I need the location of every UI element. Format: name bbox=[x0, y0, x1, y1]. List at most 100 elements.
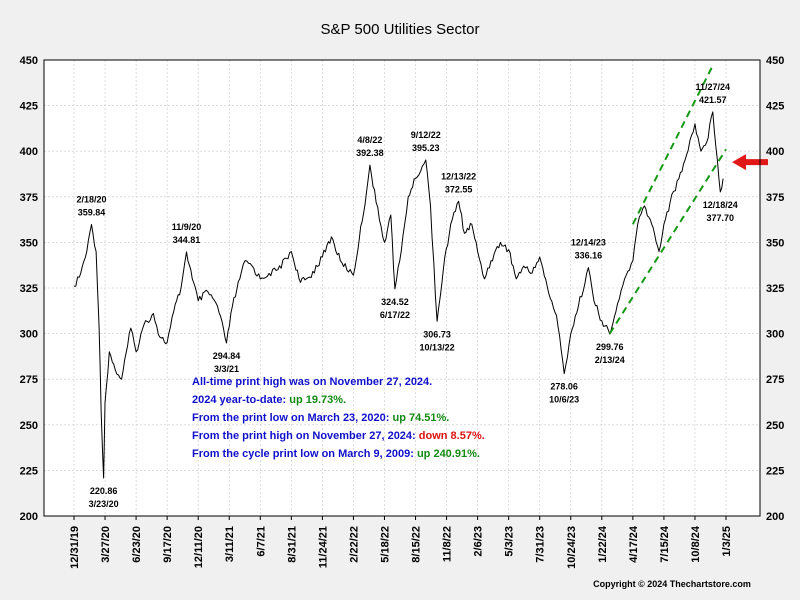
y-tick-label-right: 450 bbox=[766, 55, 784, 67]
y-tick-label-right: 375 bbox=[766, 192, 784, 204]
annotation-label: 12/18/24 bbox=[703, 200, 738, 210]
y-tick-label: 375 bbox=[20, 192, 38, 204]
x-tick-label: 7/31/23 bbox=[535, 526, 547, 563]
y-tick-label-right: 250 bbox=[766, 420, 784, 432]
y-tick-label-right: 300 bbox=[766, 329, 784, 341]
x-tick-label: 11/8/22 bbox=[442, 526, 454, 562]
annotation-label: 220.86 bbox=[90, 486, 118, 496]
y-tick-label-right: 275 bbox=[766, 374, 784, 386]
annotation-label: 294.84 bbox=[213, 351, 241, 361]
annotation-value: 6/17/22 bbox=[380, 310, 410, 320]
channel-line bbox=[608, 148, 727, 335]
chart-title: S&P 500 Utilities Sector bbox=[321, 21, 480, 38]
annotation-label: 4/8/22 bbox=[357, 135, 382, 145]
x-tick-label: 4/17/24 bbox=[628, 525, 640, 563]
annotation-label: 324.52 bbox=[381, 297, 409, 307]
annotation-value: 392.38 bbox=[356, 148, 384, 158]
notes-block: All-time print high was on November 27, … bbox=[192, 376, 485, 460]
annotation-label: 11/27/24 bbox=[696, 82, 731, 92]
annotation-label: 12/14/23 bbox=[571, 238, 606, 248]
note-line: 2024 year-to-date: up 19.73%. bbox=[192, 394, 346, 406]
note-line: From the cycle print low on March 9, 200… bbox=[192, 448, 480, 460]
x-tick-label: 5/18/22 bbox=[379, 526, 391, 563]
note-part: From the print low on March 23, 2020: bbox=[192, 412, 392, 424]
annotation-value: 10/13/22 bbox=[420, 342, 455, 352]
x-tick-label: 8/15/22 bbox=[411, 526, 423, 563]
y-tick-label: 350 bbox=[20, 237, 38, 249]
y-tick-label-right: 200 bbox=[766, 511, 784, 523]
y-tick-label-right: 425 bbox=[766, 101, 784, 113]
y-tick-label-right: 400 bbox=[766, 146, 784, 158]
copyright-text: Copyright © 2024 Thechartstore.com bbox=[593, 579, 751, 589]
note-part: 2024 year-to-date: bbox=[192, 394, 289, 406]
annotation-value: 421.57 bbox=[699, 95, 727, 105]
x-tick-label: 2/6/23 bbox=[473, 526, 485, 557]
y-tick-label: 200 bbox=[20, 511, 38, 523]
y-tick-label-right: 225 bbox=[766, 465, 784, 477]
annotations: 2/18/20 359.84 220.86 3/23/20 11/9/20 344.81 2… bbox=[76, 82, 737, 509]
price-series bbox=[73, 111, 724, 479]
x-tick-label: 8/31/21 bbox=[286, 526, 298, 563]
x-tick-label: 5/3/23 bbox=[504, 526, 516, 557]
annotation-value: 336.16 bbox=[575, 251, 603, 261]
x-tick-label: 7/15/24 bbox=[659, 525, 671, 563]
red-arrow-icon bbox=[732, 154, 768, 171]
annotation-value: 395.23 bbox=[412, 143, 440, 153]
annotation-label: 278.06 bbox=[550, 382, 578, 392]
y-tick-label: 425 bbox=[20, 101, 38, 113]
y-tick-label: 300 bbox=[20, 329, 38, 341]
note-part: All-time print high was on November 27, … bbox=[192, 376, 432, 388]
annotation-label: 12/13/22 bbox=[441, 171, 476, 181]
note-line: All-time print high was on November 27, … bbox=[192, 376, 432, 388]
y-axis-left: 200 225 250 275 300 325 350 375 400 425 450 bbox=[20, 55, 38, 523]
annotation-label: 11/9/20 bbox=[172, 222, 202, 232]
x-tick-label: 10/8/24 bbox=[690, 525, 702, 563]
annotation-value: 377.70 bbox=[707, 213, 735, 223]
y-tick-label: 450 bbox=[20, 55, 38, 67]
y-tick-label: 250 bbox=[20, 420, 38, 432]
channel-line bbox=[631, 65, 714, 225]
x-tick-label: 11/24/21 bbox=[317, 526, 329, 568]
annotation-value: 359.84 bbox=[78, 207, 106, 217]
y-tick-label-right: 350 bbox=[766, 237, 784, 249]
y-tick-label: 400 bbox=[20, 146, 38, 158]
note-line: From the print low on March 23, 2020: up… bbox=[192, 412, 449, 424]
x-axis: 12/31/19 3/27/20 6/23/20 9/17/20 12/11/20 3/1… bbox=[69, 516, 733, 569]
note-line: From the print high on November 27, 2024… bbox=[192, 430, 485, 442]
x-tick-label: 3/27/20 bbox=[100, 526, 112, 563]
note-part: up 240.91%. bbox=[417, 448, 480, 460]
note-part: From the print high on November 27, 2024… bbox=[192, 430, 419, 442]
x-tick-label: 1/3/25 bbox=[721, 526, 733, 557]
y-tick-label: 225 bbox=[20, 465, 38, 477]
annotation-label: 306.73 bbox=[423, 329, 451, 339]
x-tick-label: 10/24/23 bbox=[566, 526, 578, 569]
y-tick-label-right: 325 bbox=[766, 283, 784, 295]
annotation-value: 2/13/24 bbox=[595, 355, 625, 365]
annotation-label: 9/12/22 bbox=[411, 130, 441, 140]
annotation-label: 299.76 bbox=[596, 342, 624, 352]
price-line bbox=[73, 111, 724, 479]
x-tick-label: 1/22/24 bbox=[597, 525, 609, 563]
y-tick-label: 325 bbox=[20, 283, 38, 295]
x-tick-label: 6/7/21 bbox=[255, 526, 267, 557]
note-part: down 8.57%. bbox=[419, 430, 485, 442]
trend-channel bbox=[608, 65, 727, 335]
y-tick-label: 275 bbox=[20, 374, 38, 386]
x-tick-label: 12/31/19 bbox=[69, 526, 81, 569]
annotation-value: 372.55 bbox=[445, 184, 473, 194]
plot-border bbox=[43, 59, 761, 517]
x-tick-label: 2/22/22 bbox=[348, 526, 360, 563]
red-arrow-icon bbox=[732, 154, 768, 171]
x-tick-label: 12/11/20 bbox=[193, 526, 205, 568]
x-tick-label: 9/17/20 bbox=[162, 526, 174, 563]
annotation-value: 3/23/20 bbox=[89, 499, 119, 509]
annotation-value: 344.81 bbox=[173, 235, 201, 245]
note-part: up 19.73%. bbox=[289, 394, 346, 406]
y-axis-right: 200 225 250 275 300 325 350 375 400 425 450 bbox=[766, 55, 784, 523]
x-tick-label: 3/11/21 bbox=[224, 526, 236, 562]
note-part: up 74.51%. bbox=[392, 412, 449, 424]
annotation-label: 2/18/20 bbox=[76, 194, 106, 204]
x-tick-label: 6/23/20 bbox=[131, 526, 143, 563]
